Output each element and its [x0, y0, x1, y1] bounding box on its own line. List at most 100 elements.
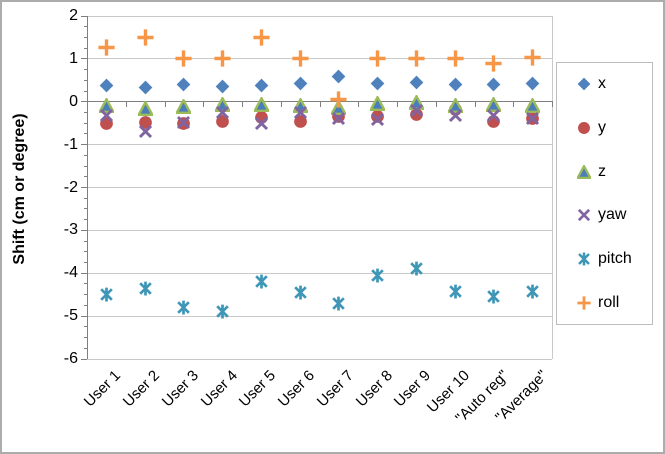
- pitch-marker-icon: [578, 252, 590, 266]
- y-axis-tick-label: 2: [69, 7, 78, 24]
- point-pitch-user-9: [409, 261, 424, 281]
- legend-label-roll: roll: [598, 293, 620, 311]
- point-x-user-7: [331, 69, 346, 89]
- point-z-auto-reg: [484, 95, 503, 117]
- y-minor-tick: [84, 176, 87, 178]
- y-minor-tick: [84, 294, 87, 296]
- point-roll-user-3: [175, 50, 192, 72]
- gridline: [87, 144, 552, 146]
- y-axis-line: [87, 16, 88, 359]
- y-minor-tick: [84, 326, 87, 328]
- x-axis-tick: [397, 101, 398, 107]
- x-axis-tick: [435, 101, 437, 107]
- x-axis-tick: [125, 101, 127, 107]
- point-z-user-8: [368, 94, 387, 116]
- point-yaw-user-6: [293, 105, 308, 125]
- point-y-user-4: [215, 114, 230, 134]
- legend-entry-x: x: [557, 73, 652, 95]
- point-yaw-average: [525, 111, 540, 131]
- y-major-tick: [81, 229, 87, 231]
- point-pitch-user-4: [215, 304, 230, 324]
- y-minor-tick: [84, 262, 87, 264]
- point-yaw-auto-reg: [486, 108, 501, 128]
- point-yaw-user-1: [99, 108, 114, 128]
- legend-label-y: y: [598, 118, 606, 136]
- point-roll-auto-reg: [485, 55, 502, 77]
- y-minor-tick: [84, 122, 87, 124]
- point-roll-user-5: [253, 29, 270, 51]
- y-minor-tick: [84, 251, 87, 253]
- y-minor-tick: [84, 111, 87, 113]
- legend-label-z: z: [598, 162, 606, 180]
- point-yaw-user-4: [215, 105, 230, 125]
- x-axis-tick: [203, 101, 205, 107]
- point-y-user-8: [370, 109, 385, 129]
- y-major-tick: [81, 101, 87, 103]
- gridline: [87, 15, 552, 17]
- point-roll-user-1: [98, 39, 115, 61]
- y-axis-tick-label: -2: [63, 178, 78, 196]
- point-roll-user-2: [137, 29, 154, 51]
- point-roll-user-4: [214, 49, 231, 72]
- legend-label-yaw: yaw: [598, 206, 627, 224]
- plot-right-border: [552, 16, 553, 359]
- point-pitch-auto-reg: [486, 289, 501, 309]
- legend-entry-y: y: [557, 117, 652, 139]
- x-axis-tick: [358, 101, 360, 107]
- y-minor-tick: [84, 219, 87, 221]
- point-x-user-5: [254, 78, 269, 98]
- y-minor-tick: [84, 69, 87, 71]
- point-x-user-3: [176, 77, 191, 97]
- y-axis-tick-label: -4: [63, 264, 78, 282]
- y-minor-tick: [84, 304, 87, 306]
- point-yaw-user-10: [448, 108, 463, 128]
- y-minor-tick: [84, 240, 87, 242]
- point-roll-user-7: [330, 91, 347, 113]
- point-x-user-9: [409, 75, 424, 95]
- y-minor-tick: [84, 133, 87, 135]
- legend: x y z yaw pitch roll: [556, 62, 653, 325]
- x-marker-icon: [577, 77, 591, 91]
- point-pitch-user-3: [176, 300, 191, 320]
- point-roll-average: [524, 49, 541, 71]
- point-yaw-user-7: [331, 111, 346, 131]
- point-x-average: [525, 76, 540, 96]
- x-axis-tick: [319, 101, 321, 107]
- gridline: [87, 358, 552, 360]
- point-y-user-6: [293, 114, 308, 134]
- point-z-user-3: [174, 98, 193, 119]
- y-minor-tick: [84, 337, 87, 339]
- x-axis-tick: [513, 101, 515, 107]
- x-axis-tick: [552, 101, 553, 107]
- yaw-marker-icon: [577, 209, 591, 222]
- legend-entry-yaw: yaw: [557, 204, 652, 226]
- point-yaw-user-5: [254, 116, 269, 136]
- x-axis-tick: [87, 101, 88, 107]
- y-marker-icon: [578, 121, 590, 134]
- y-major-tick: [81, 187, 87, 188]
- y-minor-tick: [84, 165, 87, 167]
- x-axis-tick: [164, 101, 166, 107]
- gridline: [87, 229, 552, 231]
- x-axis-tick: [280, 101, 282, 107]
- y-minor-tick: [84, 154, 87, 156]
- y-minor-tick: [84, 26, 87, 28]
- y-major-tick: [81, 144, 87, 146]
- point-yaw-user-8: [370, 112, 385, 132]
- y-minor-tick: [84, 197, 87, 199]
- legend-entry-z: z: [557, 161, 652, 183]
- point-z-user-2: [136, 99, 155, 121]
- point-yaw-user-9: [409, 103, 424, 123]
- point-pitch-user-2: [138, 281, 153, 301]
- point-roll-user-10: [447, 50, 464, 72]
- y-axis-tick-label: -5: [63, 307, 78, 325]
- legend-entry-roll: roll: [557, 292, 652, 314]
- x-axis-tick: [474, 101, 476, 107]
- point-roll-user-8: [369, 50, 386, 72]
- x-axis-tick: [242, 101, 243, 107]
- y-minor-tick: [84, 47, 87, 49]
- point-pitch-user-6: [293, 285, 308, 305]
- y-minor-tick: [84, 283, 87, 285]
- gridline: [87, 272, 552, 274]
